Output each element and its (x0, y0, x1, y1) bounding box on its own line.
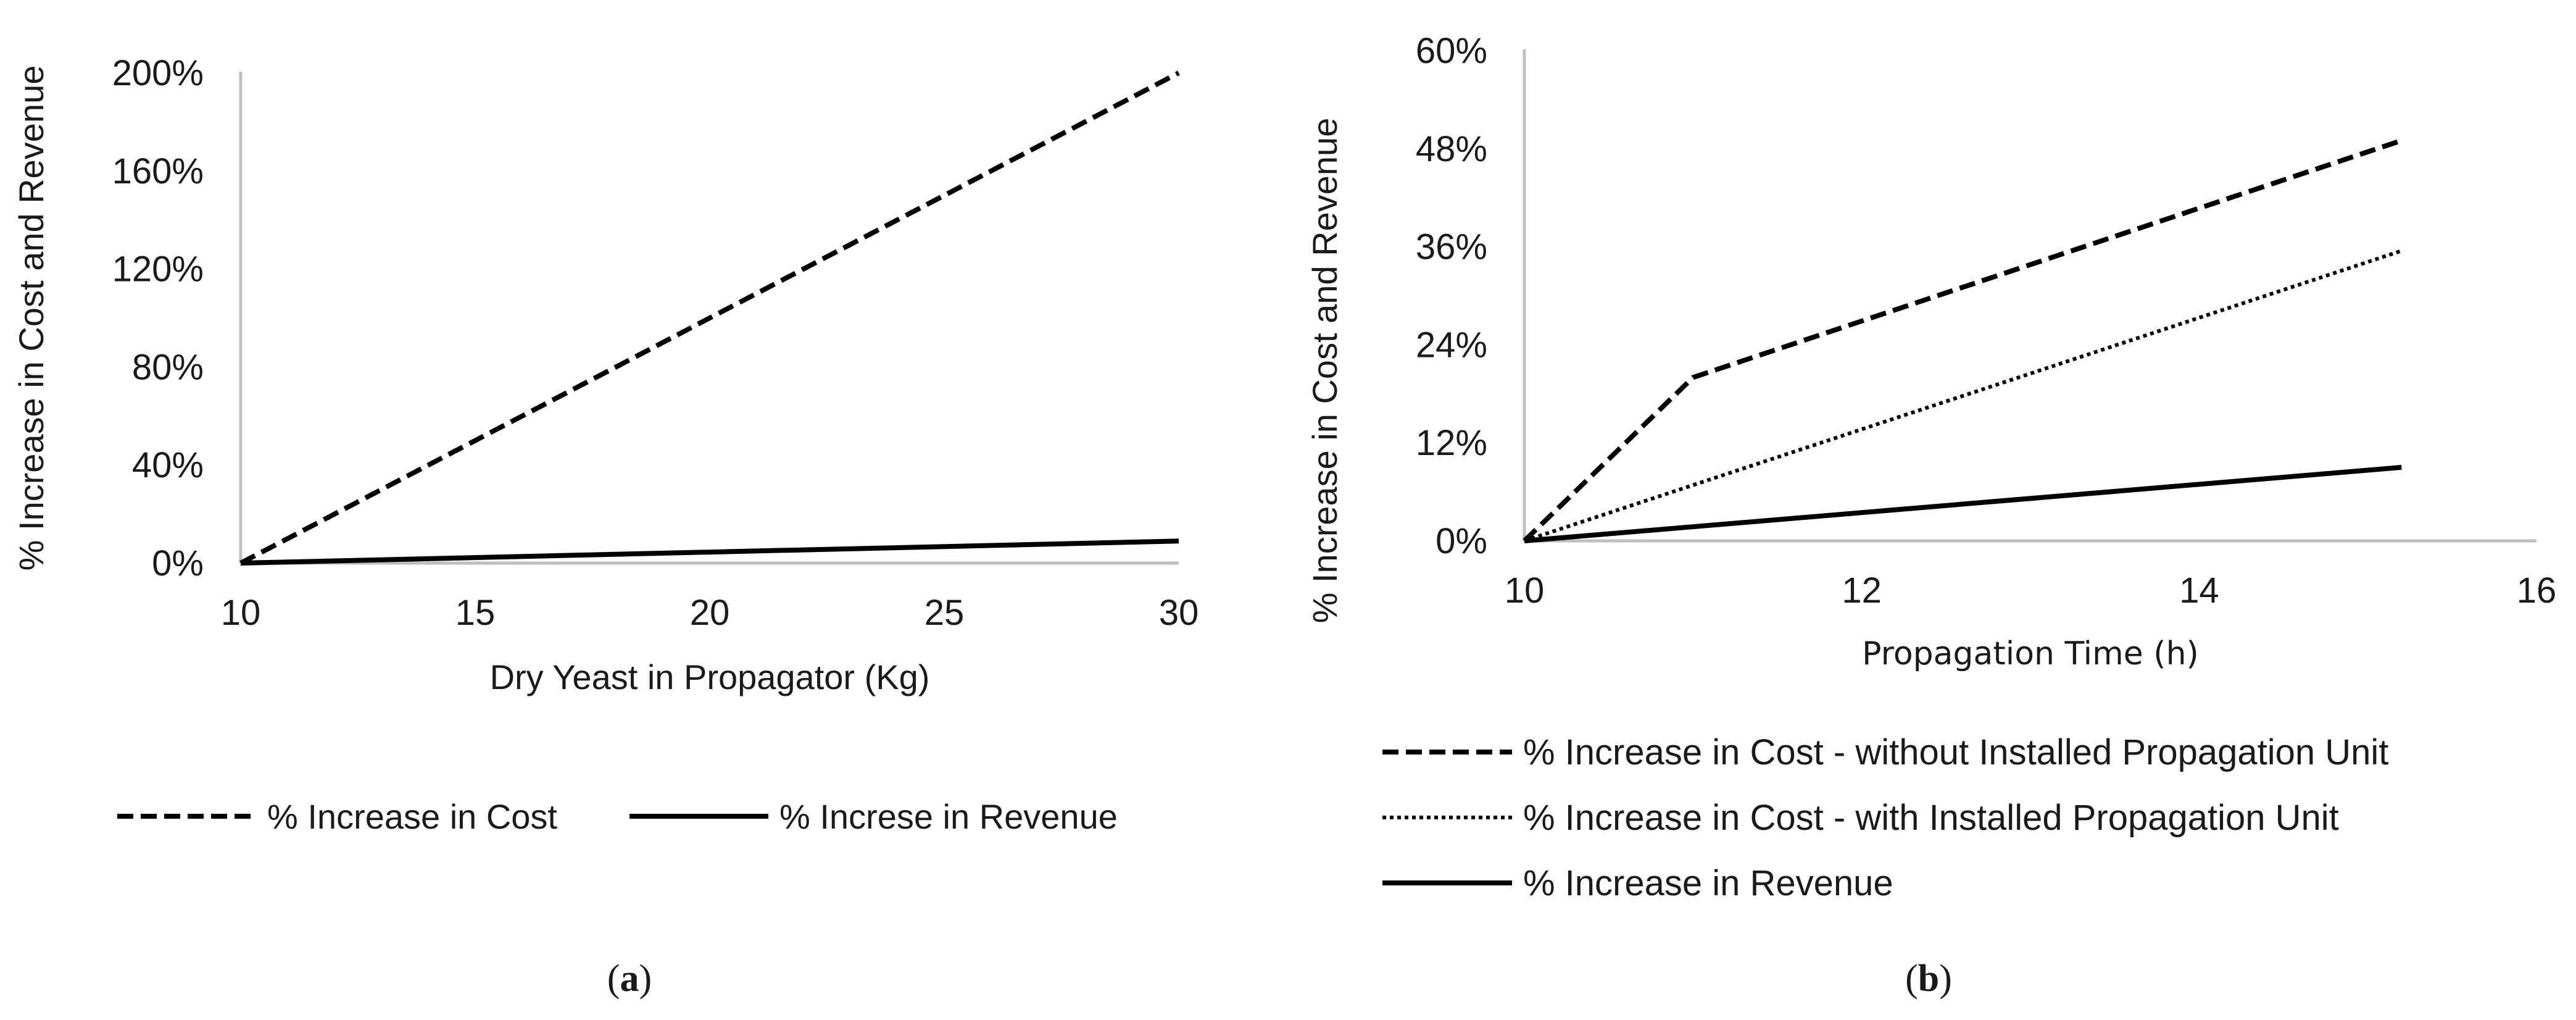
series-line-2 (240, 538, 1179, 566)
y-tick-label: 40% (132, 445, 204, 485)
x-axis-title: Propagation Time (h) (1862, 635, 2199, 672)
x-axis-title: Dry Yeast in Propagator (Kg) (490, 658, 930, 696)
caption-letter: a (620, 958, 639, 1000)
series-line-2 (1524, 249, 2403, 543)
legend-label-1: % Increase in Cost (267, 797, 557, 836)
x-tick-label: 14 (2179, 571, 2219, 611)
chart-a: 0% 40% 80% 120% 160% 200% 10 15 20 25 30 Dry Yeast … (12, 53, 1199, 1000)
y-tick-label: 36% (1416, 227, 1487, 267)
caption-close: ) (1939, 958, 1952, 1000)
series-line-3 (1524, 464, 2402, 543)
y-tick-label: 120% (112, 249, 204, 290)
x-tick-label: 12 (1842, 571, 1882, 611)
caption-open: ( (1905, 958, 1918, 1000)
x-tick-label: 10 (221, 593, 261, 633)
x-tick-label: 25 (924, 593, 965, 633)
caption-open: ( (607, 958, 620, 1000)
panel-caption: (b) (1905, 958, 1952, 1000)
y-tick-label: 24% (1416, 325, 1487, 365)
y-tick-label: 0% (152, 543, 204, 583)
x-tick-label: 30 (1159, 593, 1199, 633)
caption-close: ) (639, 958, 652, 1000)
caption-letter: b (1918, 958, 1939, 1000)
x-tick-label: 15 (455, 593, 496, 633)
x-tick-label: 10 (1505, 571, 1545, 611)
legend-label-2: % Increase in Cost - with Installed Prop… (1523, 798, 2339, 838)
legend-label-1: % Increase in Cost - without Installed P… (1523, 732, 2388, 772)
chart-b: 0% 12% 24% 36% 48% 60% 10 12 14 16 Propagation Tim… (1305, 31, 2556, 1000)
y-tick-label: 160% (112, 151, 204, 191)
x-tick-label: 16 (2517, 571, 2557, 611)
y-tick-label: 80% (132, 347, 204, 387)
series-line-1 (239, 70, 1180, 566)
y-axis-title: % Increase in Cost and Revenue (1305, 118, 1344, 624)
y-tick-label: 200% (112, 53, 204, 93)
y-tick-label: 12% (1416, 423, 1487, 463)
legend: % Increase in Cost % Increse in Revenue (117, 797, 1118, 836)
series-line-1 (1523, 138, 2403, 543)
x-tick-label: 20 (690, 593, 730, 633)
y-tick-label: 48% (1416, 129, 1487, 169)
legend-label-2: % Increse in Revenue (779, 797, 1118, 836)
y-tick-label: 60% (1416, 31, 1487, 71)
legend: % Increase in Cost - without Installed P… (1382, 732, 2388, 903)
panel-caption: (a) (607, 958, 652, 1000)
y-axis-title: % Increase in Cost and Revenue (12, 65, 51, 571)
legend-label-3: % Increase in Revenue (1523, 863, 1893, 903)
y-tick-label: 0% (1435, 521, 1487, 561)
